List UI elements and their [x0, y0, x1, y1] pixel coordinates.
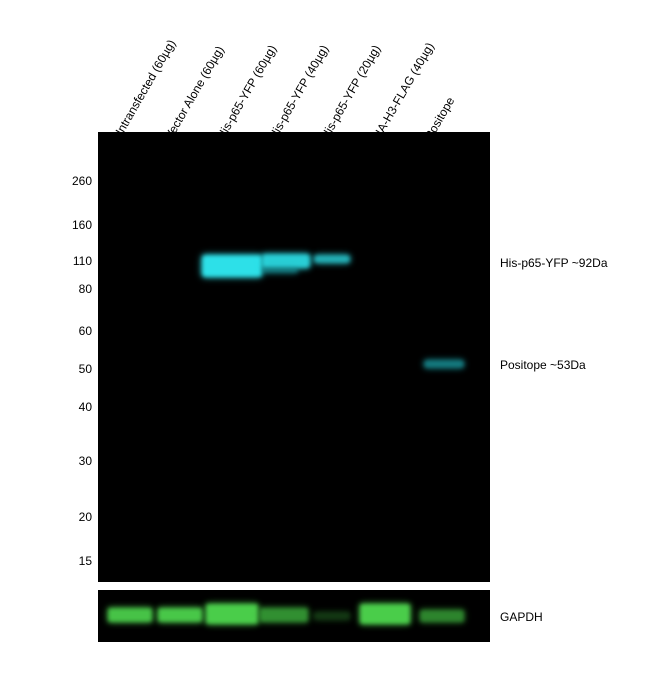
mw-marker: 20 [52, 510, 92, 524]
mw-marker: 160 [52, 218, 92, 232]
protein-band [262, 254, 310, 268]
gapdh-band [158, 608, 202, 622]
mw-marker: 60 [52, 324, 92, 338]
main-blot-panel [98, 132, 490, 582]
protein-band [424, 360, 464, 368]
gapdh-band [314, 612, 350, 620]
gapdh-band [108, 608, 152, 622]
protein-band [314, 255, 350, 263]
mw-marker: 30 [52, 454, 92, 468]
gapdh-band [360, 604, 410, 624]
gapdh-band [206, 604, 258, 624]
band-annotation: Positope ~53Da [500, 358, 586, 372]
protein-band [262, 268, 298, 273]
mw-marker: 110 [52, 254, 92, 268]
mw-marker: 40 [52, 400, 92, 414]
mw-marker: 80 [52, 282, 92, 296]
mw-marker: 50 [52, 362, 92, 376]
gapdh-band [260, 608, 308, 622]
band-annotation: His-p65-YFP ~92Da [500, 256, 608, 270]
gapdh-band [420, 610, 464, 622]
mw-marker: 260 [52, 174, 92, 188]
protein-band [202, 255, 262, 277]
western-blot-figure: Untransfected (60µg) Vector Alone (60µg)… [0, 0, 650, 676]
band-annotation: GAPDH [500, 610, 543, 624]
mw-marker: 15 [52, 554, 92, 568]
